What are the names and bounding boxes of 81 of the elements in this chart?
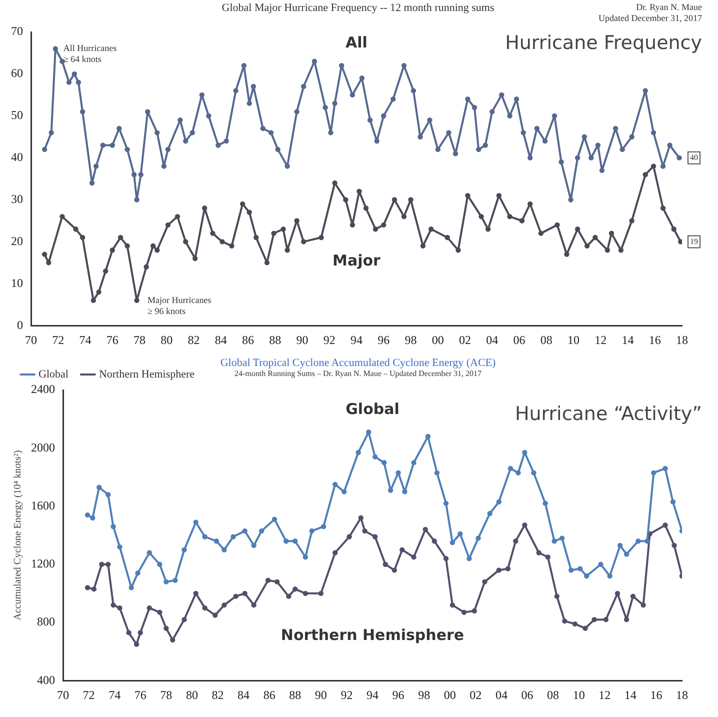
x-tick-label: 94 bbox=[350, 332, 362, 347]
x-tick-label: 84 bbox=[238, 688, 250, 702]
x-tick-label: 76 bbox=[106, 332, 118, 347]
x-tick-label: 08 bbox=[547, 688, 560, 702]
x-tick-label: 98 bbox=[418, 688, 430, 702]
annotation: 40 bbox=[690, 152, 698, 162]
x-tick-label: 72 bbox=[82, 688, 95, 702]
annotation: All Hurricanes ≥ 64 knots bbox=[63, 43, 118, 64]
x-tick-label: 16 bbox=[650, 688, 662, 702]
x-tick-label: 12 bbox=[598, 688, 611, 702]
y-tick-label: 800 bbox=[37, 614, 55, 629]
x-tick-label: 18 bbox=[676, 688, 688, 702]
x-tick-label: 02 bbox=[470, 688, 482, 702]
x-tick-label: 06 bbox=[521, 688, 534, 702]
legend-label: Global bbox=[38, 368, 68, 380]
series-label: Major bbox=[332, 251, 382, 270]
y-tick-label: 70 bbox=[11, 24, 23, 38]
x-tick-label: 74 bbox=[108, 688, 121, 702]
text: Northern Hemisphere bbox=[280, 626, 464, 644]
annotation: 19 bbox=[690, 236, 698, 246]
x-tick-label: 92 bbox=[340, 688, 353, 702]
x-tick-label: 00 bbox=[432, 332, 444, 347]
x-tick-label: 76 bbox=[134, 688, 146, 702]
x-tick-label: 96 bbox=[392, 688, 404, 702]
x-tick-label: 06 bbox=[513, 332, 526, 347]
x-tick-label: 14 bbox=[624, 688, 636, 702]
x-tick-label: 78 bbox=[134, 332, 146, 347]
x-tick-label: 00 bbox=[444, 688, 456, 702]
x-tick-label: 90 bbox=[314, 688, 327, 702]
y-tick-label: 60 bbox=[11, 66, 23, 80]
x-tick-label: 74 bbox=[79, 332, 92, 347]
y-tick-label: 0 bbox=[17, 318, 23, 332]
x-tick-label: 78 bbox=[160, 688, 172, 702]
y-tick-label: 40 bbox=[11, 150, 23, 164]
x-tick-label: 16 bbox=[648, 332, 661, 347]
x-tick-label: 10 bbox=[572, 688, 585, 702]
x-tick-label: 72 bbox=[52, 332, 64, 347]
x-tick-label: 82 bbox=[188, 332, 200, 347]
chart-subtitle: 24-month Running Sums – Dr. Ryan N. Maue – Updated December 31, 2017 bbox=[234, 369, 482, 378]
x-tick-label: 96 bbox=[378, 332, 390, 347]
x-tick-label: 84 bbox=[214, 332, 227, 347]
y-tick-label: 50 bbox=[11, 108, 23, 122]
annotation: Major Hurricanes ≥ 96 knots bbox=[148, 294, 212, 316]
y-tick-label: 1200 bbox=[31, 556, 55, 571]
annotation: Hurricane “Activity” bbox=[514, 403, 702, 425]
x-tick-label: 88 bbox=[269, 332, 282, 347]
chart-title: Global Tropical Cyclone Accumulated Cyclone Energy (ACE) bbox=[219, 357, 497, 369]
y-tick-label: 2000 bbox=[31, 440, 55, 454]
x-tick-label: 70 bbox=[57, 688, 69, 702]
text: Updated December 31, 2017 bbox=[598, 13, 702, 24]
y-tick-label: 1600 bbox=[31, 498, 55, 512]
x-tick-label: 02 bbox=[459, 332, 471, 347]
y-tick-label: 10 bbox=[11, 276, 23, 290]
annotation: Hurricane Frequency bbox=[505, 32, 702, 54]
x-tick-label: 18 bbox=[676, 332, 688, 347]
x-tick-label: 80 bbox=[186, 688, 198, 702]
x-tick-label: 86 bbox=[263, 688, 276, 702]
series-label: All bbox=[346, 33, 368, 52]
x-tick-label: 90 bbox=[296, 332, 308, 347]
x-tick-label: 04 bbox=[495, 688, 508, 702]
x-tick-label: 10 bbox=[568, 332, 580, 347]
x-tick-label: 04 bbox=[486, 332, 498, 347]
x-tick-label: 12 bbox=[594, 332, 607, 347]
legend-label: Northern Hemisphere bbox=[98, 368, 195, 380]
x-tick-label: 98 bbox=[404, 332, 417, 347]
y-tick-label: 400 bbox=[37, 672, 55, 687]
text: Global bbox=[346, 400, 400, 418]
y-axis-title: Accumulated Cyclone Energy (10⁴ knots²) bbox=[12, 450, 24, 620]
x-tick-label: 86 bbox=[242, 332, 254, 347]
x-tick-label: 08 bbox=[540, 332, 552, 347]
y-tick-label: 30 bbox=[11, 192, 23, 206]
x-tick-label: 82 bbox=[212, 688, 224, 702]
x-tick-label: 92 bbox=[323, 332, 336, 347]
chart-title: Global Major Hurricane Frequency -- 12 month running sums bbox=[222, 2, 494, 14]
y-tick-label: 20 bbox=[11, 234, 23, 248]
y-tick-label: 2400 bbox=[31, 382, 55, 396]
text: Dr. Ryan N. Maue bbox=[635, 2, 702, 13]
x-tick-label: 88 bbox=[289, 688, 302, 702]
x-tick-label: 14 bbox=[622, 332, 634, 347]
x-tick-label: 94 bbox=[366, 688, 378, 702]
x-tick-label: 80 bbox=[160, 332, 173, 347]
